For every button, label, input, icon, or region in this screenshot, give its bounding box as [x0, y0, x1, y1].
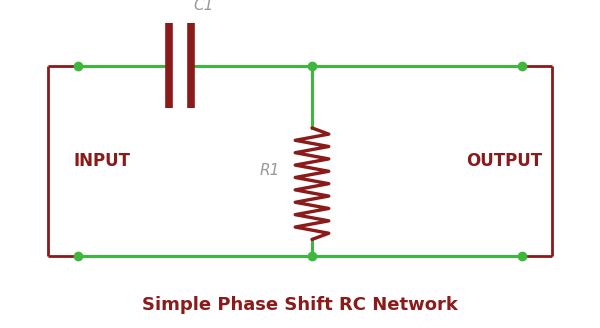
Text: OUTPUT: OUTPUT — [466, 152, 542, 170]
Text: C1: C1 — [194, 0, 214, 13]
Text: INPUT: INPUT — [73, 152, 131, 170]
Text: Simple Phase Shift RC Network: Simple Phase Shift RC Network — [142, 296, 458, 314]
Text: R1: R1 — [260, 163, 280, 178]
